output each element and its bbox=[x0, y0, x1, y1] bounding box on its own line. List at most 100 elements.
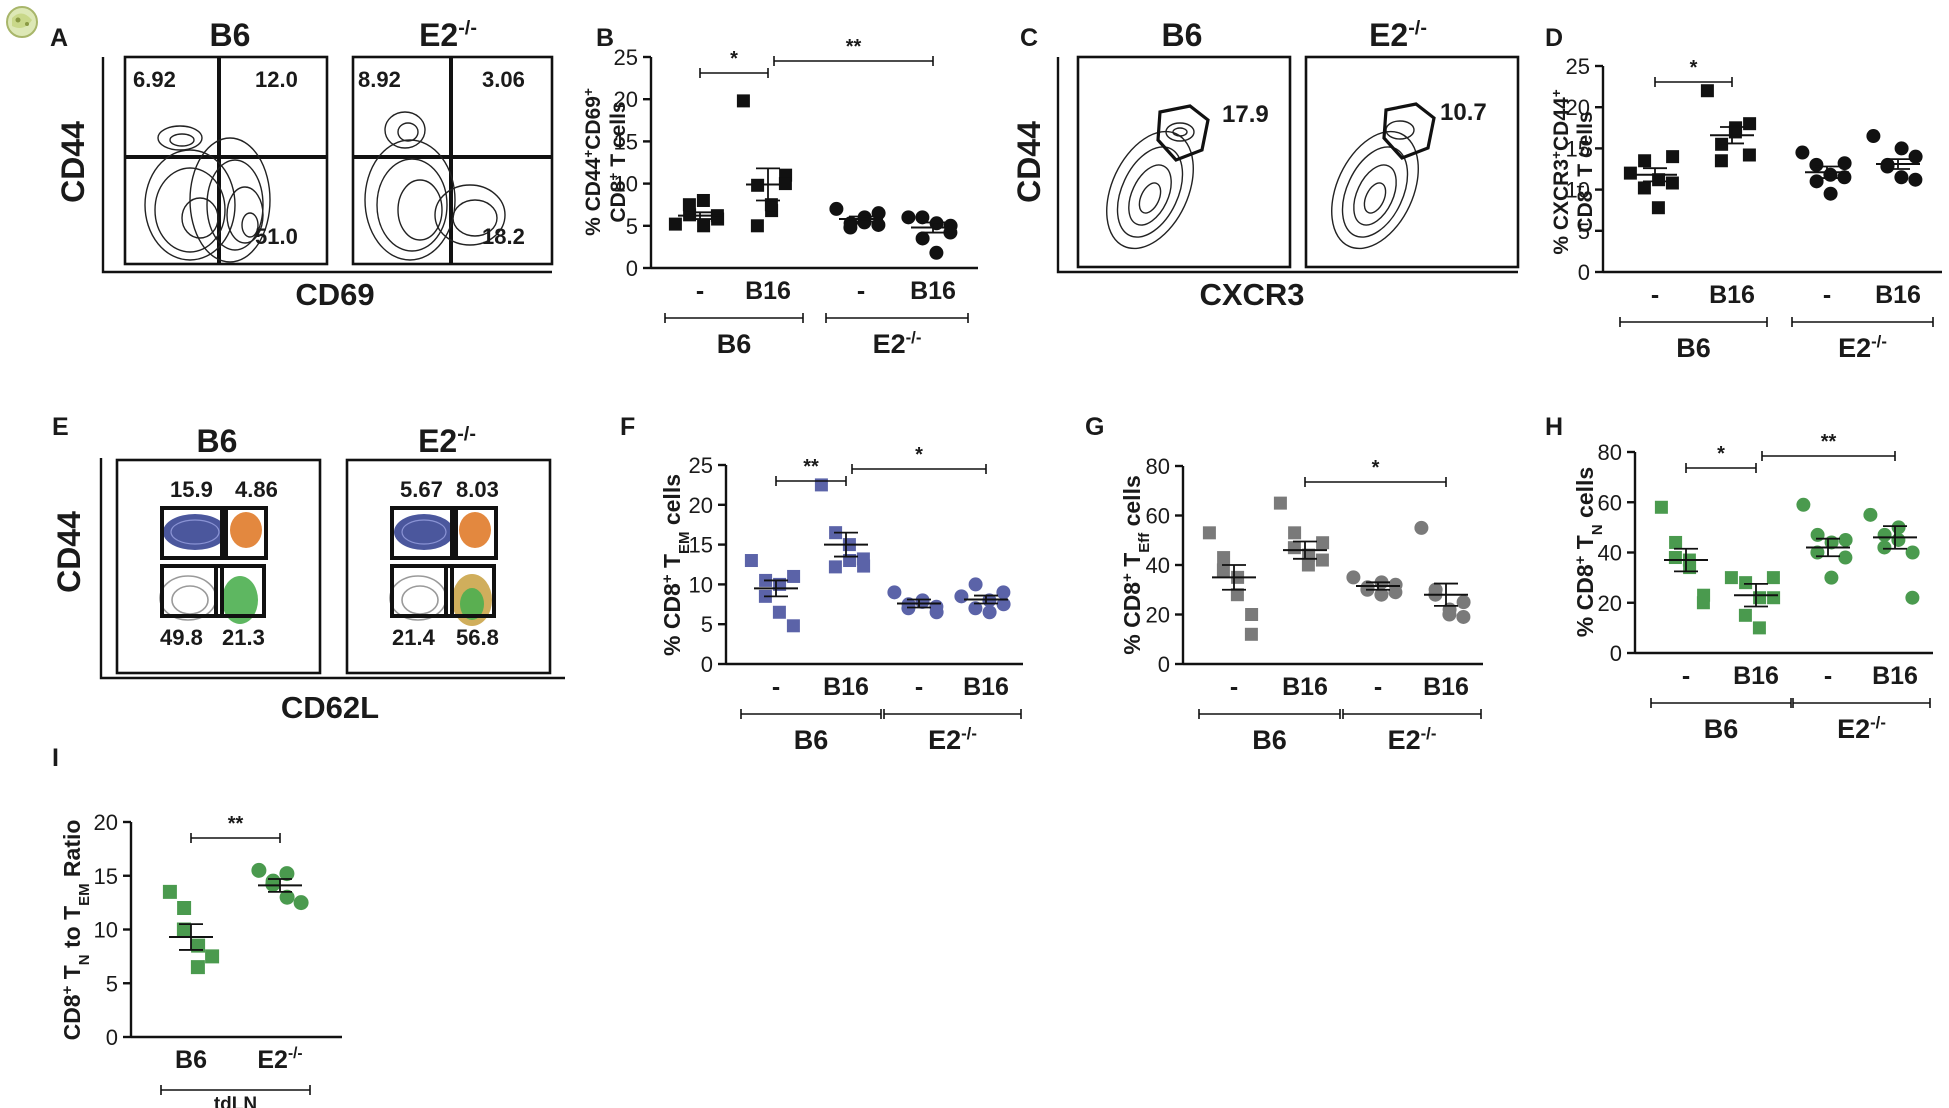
gate-eff-e2 bbox=[444, 564, 496, 618]
group-title-e2: E2-/- bbox=[419, 17, 477, 53]
data-point bbox=[293, 895, 309, 911]
y-axis-label: % CD44+CD69+ bbox=[581, 88, 606, 236]
data-point bbox=[1217, 551, 1231, 565]
data-point bbox=[1669, 535, 1683, 549]
x-category-label: B6 bbox=[175, 1046, 207, 1074]
data-point bbox=[1809, 157, 1824, 172]
data-point bbox=[668, 217, 682, 231]
data-point bbox=[1908, 172, 1923, 187]
quadrant-value-ul: 8.92 bbox=[358, 67, 401, 92]
y-tick-label: 20 bbox=[94, 810, 118, 835]
y-axis-label: % CD8+ TEff cells bbox=[1119, 475, 1153, 655]
group-label: E2-/- bbox=[928, 724, 977, 755]
gate-value: 5.67 bbox=[400, 477, 443, 502]
data-point bbox=[1202, 526, 1216, 540]
panel-letter-e: E bbox=[52, 413, 69, 441]
y-axis-label: CD8+ TN to TEM Ratio bbox=[59, 820, 93, 1041]
gate-cm-e2 bbox=[454, 506, 498, 560]
y-tick-label: 20 bbox=[1566, 95, 1590, 120]
data-point bbox=[772, 605, 786, 619]
group-label: B6 bbox=[1676, 333, 1711, 363]
contour-cluster-b6 bbox=[144, 125, 271, 263]
quadrant-value-lr: 18.2 bbox=[482, 224, 525, 249]
panel-c-flow: C B6 E2-/- CD44 CXCR3 17.9 10.7 bbox=[1011, 17, 1520, 312]
x-category-label: B16 bbox=[1282, 673, 1328, 701]
y-tick-label: 40 bbox=[1598, 541, 1622, 566]
y-tick-label: 25 bbox=[689, 453, 713, 478]
panel-letter-c: C bbox=[1020, 24, 1038, 52]
data-point bbox=[750, 219, 764, 233]
data-point bbox=[1244, 627, 1258, 641]
data-point bbox=[1738, 608, 1752, 622]
data-point bbox=[1637, 181, 1651, 195]
data-point bbox=[1456, 595, 1471, 610]
data-point bbox=[901, 210, 916, 225]
x-category-label: - bbox=[696, 277, 704, 305]
data-point bbox=[943, 225, 958, 240]
y-tick-label: 0 bbox=[1578, 260, 1590, 285]
y-tick-label: 80 bbox=[1146, 454, 1170, 479]
y-axis-label: % CD8+ TEM cells bbox=[659, 474, 693, 656]
data-point bbox=[1894, 141, 1909, 156]
data-point bbox=[1837, 170, 1852, 185]
data-point bbox=[915, 231, 930, 246]
data-point bbox=[1388, 585, 1403, 600]
gate-em-b6 bbox=[160, 506, 224, 560]
group-label: E2-/- bbox=[1837, 713, 1886, 744]
x-category-label: B16 bbox=[1875, 281, 1921, 309]
x-category-label: - bbox=[915, 673, 923, 701]
panel-letter-a: A bbox=[50, 24, 68, 52]
data-point bbox=[1714, 154, 1728, 168]
y-tick-label: 25 bbox=[1566, 54, 1590, 79]
axis-title: tdLN bbox=[214, 1094, 257, 1108]
group-title-e2: E2-/- bbox=[418, 423, 476, 459]
quadrant-value-ur: 12.0 bbox=[255, 67, 298, 92]
gated-populations-b6 bbox=[159, 512, 262, 624]
y-tick-label: 20 bbox=[1146, 603, 1170, 628]
signif-label: ** bbox=[846, 36, 862, 58]
data-point bbox=[205, 949, 220, 964]
data-point bbox=[1795, 145, 1810, 160]
data-point bbox=[1891, 520, 1906, 535]
data-point bbox=[968, 577, 983, 592]
data-point bbox=[1753, 591, 1767, 605]
data-point bbox=[1894, 170, 1909, 185]
data-point bbox=[1346, 570, 1361, 585]
data-point bbox=[697, 219, 711, 233]
data-point bbox=[968, 601, 983, 616]
gate-value: 4.86 bbox=[235, 477, 278, 502]
data-point bbox=[1374, 587, 1389, 602]
flow-plot-b6 bbox=[1076, 55, 1292, 269]
y-axis-label-line2: CD8+ T cells bbox=[606, 101, 631, 222]
data-point bbox=[887, 585, 902, 600]
data-point bbox=[1288, 526, 1302, 540]
data-point bbox=[829, 201, 844, 216]
data-point bbox=[1739, 576, 1753, 590]
data-point bbox=[1668, 551, 1682, 565]
flow-axes bbox=[99, 458, 565, 680]
data-point bbox=[162, 884, 177, 899]
y-axis-label: % CD8+ TN cells bbox=[1572, 467, 1606, 637]
data-point bbox=[1742, 148, 1756, 162]
signif-label: ** bbox=[1821, 431, 1837, 453]
data-point bbox=[177, 901, 192, 915]
group-title-b6: B6 bbox=[1162, 17, 1203, 53]
contour-cluster-b6 bbox=[1106, 122, 1195, 250]
data-point bbox=[1743, 117, 1757, 131]
y-tick-label: 25 bbox=[614, 45, 638, 70]
gate-naive-e2 bbox=[390, 564, 454, 618]
dot-plot-h: 0 20 40 60 80% CD8+ TN cells - B16 - B16 B6 E2-/- *… bbox=[1572, 431, 1933, 744]
data-point bbox=[279, 866, 295, 882]
data-point bbox=[1696, 596, 1710, 610]
data-point bbox=[1880, 159, 1895, 174]
y-tick-label: 5 bbox=[106, 971, 118, 996]
y-tick-label: 80 bbox=[1598, 440, 1622, 465]
flow-plot-b6 bbox=[123, 55, 329, 266]
group-label: B6 bbox=[1704, 714, 1739, 744]
x-category-label: B16 bbox=[823, 673, 869, 701]
y-tick-label: 5 bbox=[701, 612, 713, 637]
data-point bbox=[1863, 507, 1878, 522]
data-point bbox=[1623, 166, 1637, 180]
